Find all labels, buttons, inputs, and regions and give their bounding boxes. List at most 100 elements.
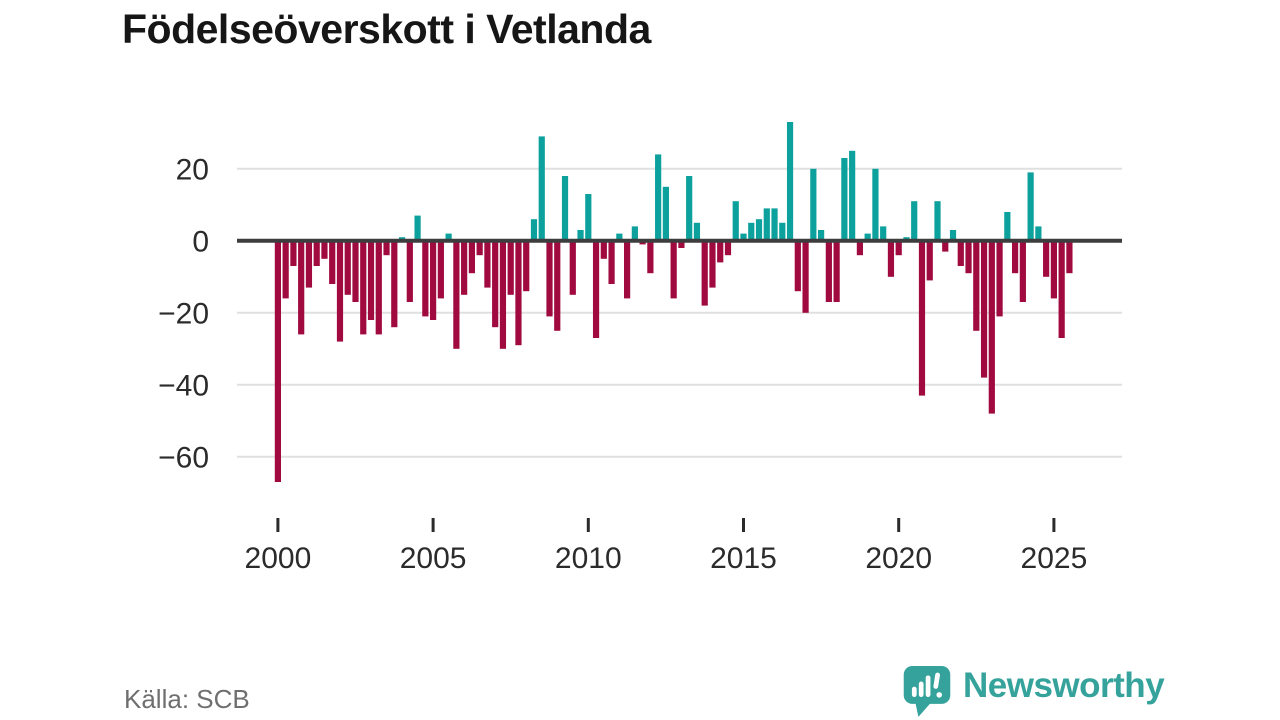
bar	[453, 240, 460, 349]
bar	[880, 226, 887, 241]
bar	[647, 240, 654, 274]
chart-title: Födelseöverskott i Vetlanda	[122, 6, 651, 52]
source-label: Källa: SCB	[124, 684, 250, 714]
bar	[662, 186, 669, 241]
bar	[849, 150, 856, 241]
y-tick-label: 0	[192, 225, 209, 258]
x-tick-label: 2020	[865, 542, 932, 575]
y-tick-label: −20	[158, 297, 209, 330]
bar	[655, 154, 662, 241]
bar	[763, 208, 770, 241]
bar	[561, 176, 569, 241]
bar	[383, 240, 390, 256]
bar	[895, 240, 902, 256]
bar	[1066, 240, 1073, 274]
bar	[779, 222, 786, 241]
bar	[476, 240, 483, 256]
bar	[468, 240, 475, 274]
bar	[290, 240, 297, 266]
bar	[414, 215, 421, 241]
bar	[786, 122, 794, 241]
bar	[724, 240, 732, 256]
bar	[771, 208, 778, 241]
bar	[499, 240, 507, 349]
bar	[367, 240, 375, 320]
bar	[336, 240, 344, 342]
bar	[631, 226, 638, 241]
bar	[980, 240, 988, 378]
bar	[507, 240, 514, 295]
bar	[523, 240, 530, 292]
bar	[810, 168, 817, 241]
bar	[515, 240, 522, 346]
bar	[748, 222, 755, 241]
x-tick-label: 2025	[1021, 542, 1088, 575]
mini-bar-chart-glyph	[911, 672, 942, 698]
bar	[616, 233, 623, 241]
bar	[856, 240, 863, 256]
bar	[1027, 172, 1034, 241]
bar	[957, 240, 964, 266]
bar	[732, 201, 739, 241]
bar	[530, 219, 538, 241]
bar	[693, 222, 701, 241]
bar	[445, 233, 452, 241]
bar	[592, 240, 600, 338]
bar	[934, 201, 941, 241]
bar	[1058, 240, 1065, 338]
bar	[1004, 212, 1011, 241]
bar	[670, 240, 677, 299]
bar	[988, 240, 995, 414]
bar	[461, 240, 468, 295]
bar	[282, 240, 289, 299]
bar	[360, 240, 367, 335]
bar	[709, 240, 716, 288]
bar	[406, 240, 413, 302]
y-tick-label: 20	[176, 153, 209, 186]
bar	[1012, 240, 1019, 274]
bar	[344, 240, 351, 295]
bar	[864, 233, 871, 241]
bar	[375, 240, 382, 335]
x-tick-label: 2015	[710, 542, 777, 575]
bar	[973, 240, 980, 331]
bar	[942, 240, 949, 252]
newsworthy-icon	[903, 666, 951, 717]
y-tick-label: −40	[158, 369, 209, 402]
bar	[352, 240, 359, 302]
bar	[911, 201, 918, 241]
bar	[546, 240, 553, 317]
bar	[755, 219, 763, 241]
y-tick-label: −60	[158, 441, 209, 474]
bar	[825, 240, 832, 302]
bar	[833, 240, 840, 302]
bar	[949, 230, 957, 241]
bar	[492, 240, 499, 328]
bar	[422, 240, 429, 317]
x-tick-label: 2010	[555, 542, 622, 575]
bar	[1043, 240, 1050, 277]
newsworthy-logo: Newsworthy	[902, 664, 1165, 718]
bar	[305, 240, 313, 288]
bar	[391, 240, 398, 328]
bar	[965, 240, 972, 274]
bar	[926, 240, 933, 281]
bar	[1019, 240, 1026, 302]
bar	[794, 240, 801, 292]
bar	[608, 240, 615, 284]
bar	[996, 240, 1003, 317]
bar	[802, 240, 809, 313]
bar	[585, 194, 592, 241]
x-tick-label: 2005	[400, 542, 467, 575]
bar	[274, 240, 281, 482]
bar	[538, 136, 545, 241]
bar	[887, 240, 895, 277]
bar	[1035, 226, 1042, 241]
bar	[872, 168, 879, 241]
bar	[437, 240, 444, 299]
bar	[329, 240, 336, 284]
bar	[818, 230, 825, 241]
bar	[577, 230, 584, 241]
